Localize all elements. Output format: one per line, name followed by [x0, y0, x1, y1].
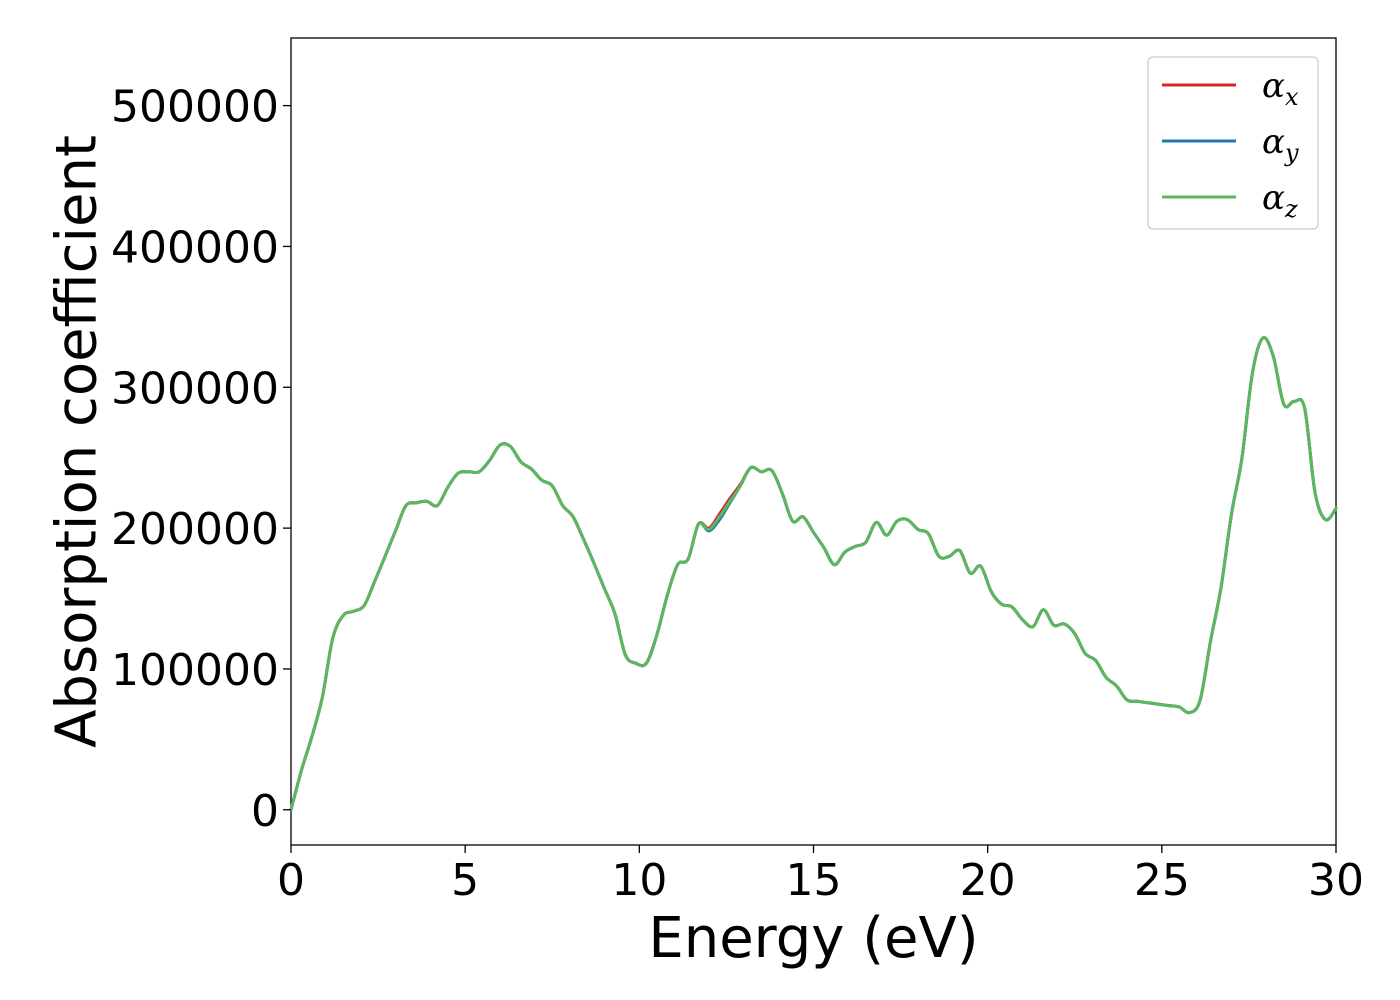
legend-box	[1147, 56, 1319, 230]
legend: αx αy αz	[1147, 56, 1319, 230]
y-axis-label: Absorption coefficient	[45, 135, 110, 748]
x-axis-ticks: 0 5 10 15 20 25 30	[277, 845, 1364, 906]
legend-label-alpha-x: αx	[1262, 66, 1299, 111]
legend-label-alpha-y: αy	[1262, 122, 1299, 167]
series-layer	[289, 336, 1338, 812]
y-tick-label: 300000	[111, 363, 279, 414]
legend-label-alpha-z: αz	[1262, 178, 1298, 223]
x-tick-label: 15	[786, 855, 842, 906]
y-tick-label: 100000	[111, 645, 279, 696]
x-tick-label: 5	[451, 855, 479, 906]
x-axis-label: Energy (eV)	[648, 906, 978, 971]
x-tick-label: 20	[960, 855, 1016, 906]
y-tick-label: 0	[251, 786, 279, 837]
x-tick-label: 25	[1134, 855, 1190, 906]
x-tick-label: 30	[1308, 855, 1364, 906]
y-tick-label: 500000	[111, 82, 279, 133]
y-tick-label: 200000	[111, 504, 279, 555]
y-tick-label: 400000	[111, 222, 279, 273]
x-tick-label: 10	[611, 855, 667, 906]
y-axis-ticks: 0 100000 200000 300000 400000 500000	[111, 82, 291, 837]
series-line-alpha-z	[289, 336, 1338, 812]
x-tick-label: 0	[277, 855, 305, 906]
